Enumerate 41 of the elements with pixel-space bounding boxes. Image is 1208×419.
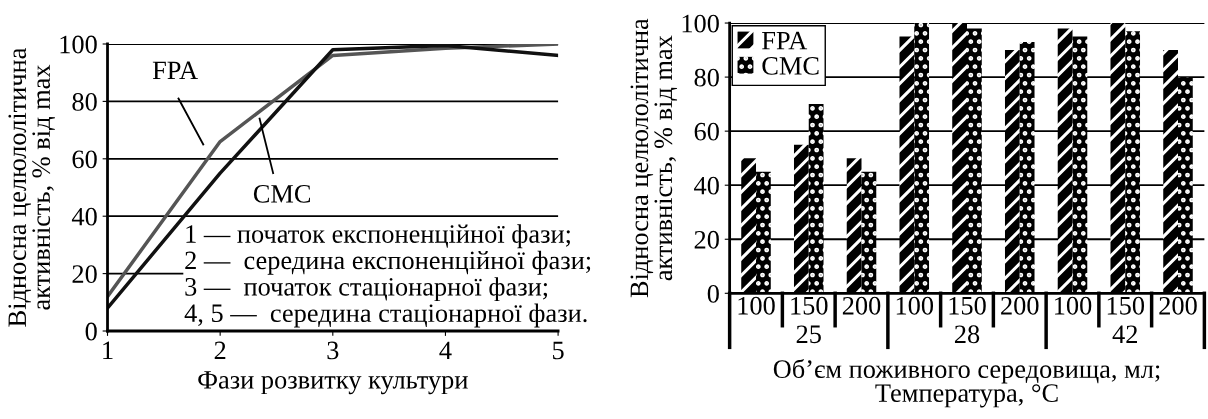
y-tick-label: 100 <box>60 35 97 54</box>
legend-label: CMC <box>762 57 819 75</box>
x-tick-label: 5 <box>553 341 564 360</box>
text: 28 <box>954 325 980 344</box>
annotation: 2 — середина експоненційної фази; <box>185 250 591 275</box>
x-tick-label: 150 <box>791 296 828 315</box>
y-tick-label: 80 <box>694 68 719 87</box>
x-tick-label: 4 <box>439 341 452 360</box>
x-tick-label: 100 <box>1055 296 1092 315</box>
x-axis-title: Фази розвитку культури <box>198 371 468 395</box>
x-tick-label: 150 <box>949 296 986 315</box>
y-axis-title: Відносна целюлолітична активність, % від max <box>630 18 678 298</box>
y-tick-label: 60 <box>72 150 97 169</box>
y-tick-label: 80 <box>72 93 97 111</box>
y-tick-label: 100 <box>682 14 719 33</box>
text: 42 <box>1112 325 1137 343</box>
text: 25 <box>796 325 821 344</box>
y-tick-label: 0 <box>707 284 719 303</box>
x-tick-label: 200 <box>1001 296 1039 315</box>
x-tick-label: 100 <box>896 296 934 315</box>
x-tick-label: 3 <box>327 341 339 360</box>
y-tick-label: 20 <box>694 230 719 249</box>
y-tick-label: 60 <box>694 122 719 141</box>
x-tick-label: 200 <box>842 296 881 315</box>
annotation: 3 — початок стаціонарної фази; <box>185 277 548 302</box>
series-label: CMC <box>253 184 310 203</box>
x-tick-label: 1 <box>103 341 113 360</box>
x-tick-label: 200 <box>1159 296 1197 315</box>
y-tick-label: 0 <box>85 322 97 341</box>
legend-label: FPA <box>762 31 808 50</box>
x-tick-label: 100 <box>738 296 775 315</box>
x-tick-label: 2 <box>214 341 226 360</box>
x-axis-title: Об’єм поживного середовища, мл; Температура, °C <box>773 358 1160 408</box>
annotation: 4, 5 — середина стаціонарної фази. <box>184 303 587 328</box>
annotation: 1 — початок експоненційної фази; <box>186 224 570 249</box>
text: FPA <box>152 61 198 80</box>
y-axis-title: Відносна целюлолітична активність, % від max <box>8 47 55 327</box>
y-tick-label: 40 <box>71 207 97 226</box>
y-tick-label: 40 <box>694 176 719 195</box>
x-tick-label: 150 <box>1107 296 1145 315</box>
y-tick-label: 20 <box>72 265 97 284</box>
